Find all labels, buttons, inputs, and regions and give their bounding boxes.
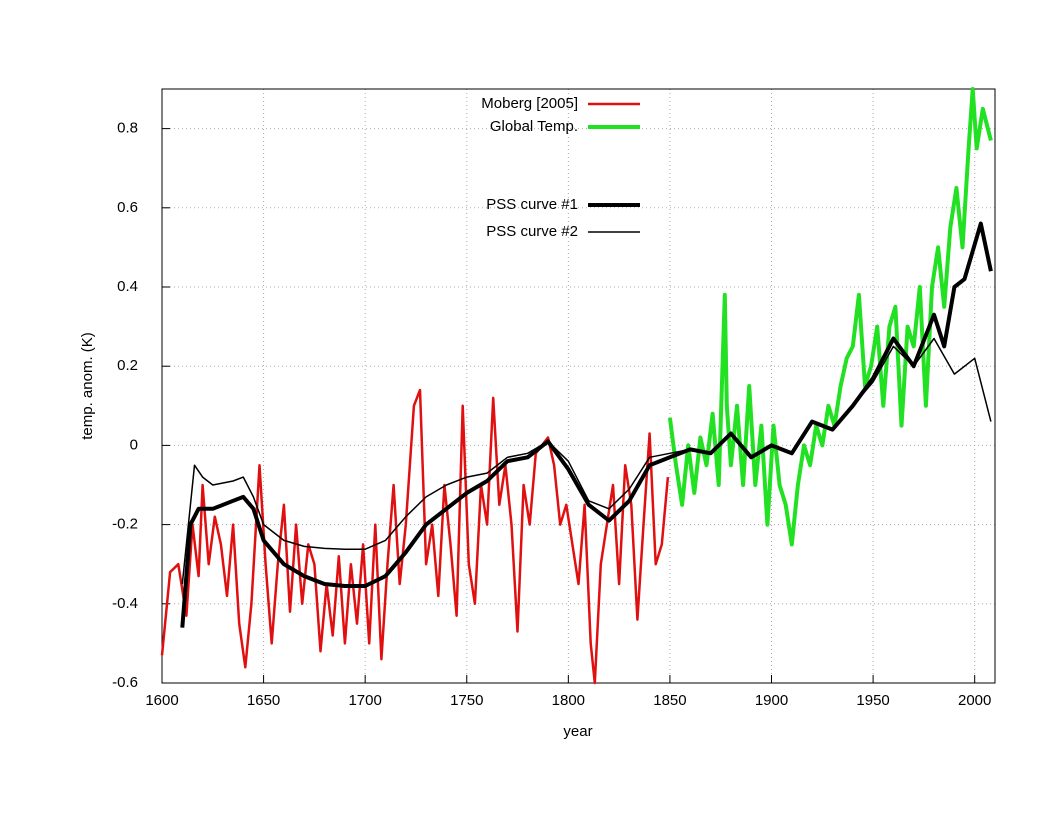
y-tick-label: 0.8 <box>117 120 138 137</box>
data-line <box>160 388 670 685</box>
data-line <box>181 337 992 585</box>
y-tick-label: 0 <box>130 436 138 453</box>
legend-label: PSS curve #2 <box>486 223 578 240</box>
x-tick-label: 1800 <box>552 692 585 709</box>
x-tick-label: 1850 <box>653 692 686 709</box>
y-tick-label: -0.4 <box>112 595 138 612</box>
y-tick-label: 0.2 <box>117 357 138 374</box>
y-tick-label: 0.4 <box>117 278 138 295</box>
y-axis-label: temp. anom. (K) <box>79 332 96 440</box>
data-line <box>667 87 993 547</box>
y-tick-label: -0.2 <box>112 516 138 533</box>
legend-label: PSS curve #1 <box>486 196 578 213</box>
x-axis-label: year <box>563 723 592 740</box>
legend-label: Moberg [2005] <box>481 95 578 112</box>
x-tick-label: 1950 <box>856 692 889 709</box>
legend-label: Global Temp. <box>490 118 578 135</box>
x-tick-label: 1700 <box>348 692 381 709</box>
y-tick-label: 0.6 <box>117 199 138 216</box>
x-tick-label: 1650 <box>247 692 280 709</box>
data-line <box>180 221 993 628</box>
x-tick-label: 1900 <box>755 692 788 709</box>
plot-frame <box>161 88 996 684</box>
x-tick-label: 1600 <box>145 692 178 709</box>
y-tick-label: -0.6 <box>112 674 138 691</box>
x-tick-label: 2000 <box>958 692 991 709</box>
x-tick-label: 1750 <box>450 692 483 709</box>
